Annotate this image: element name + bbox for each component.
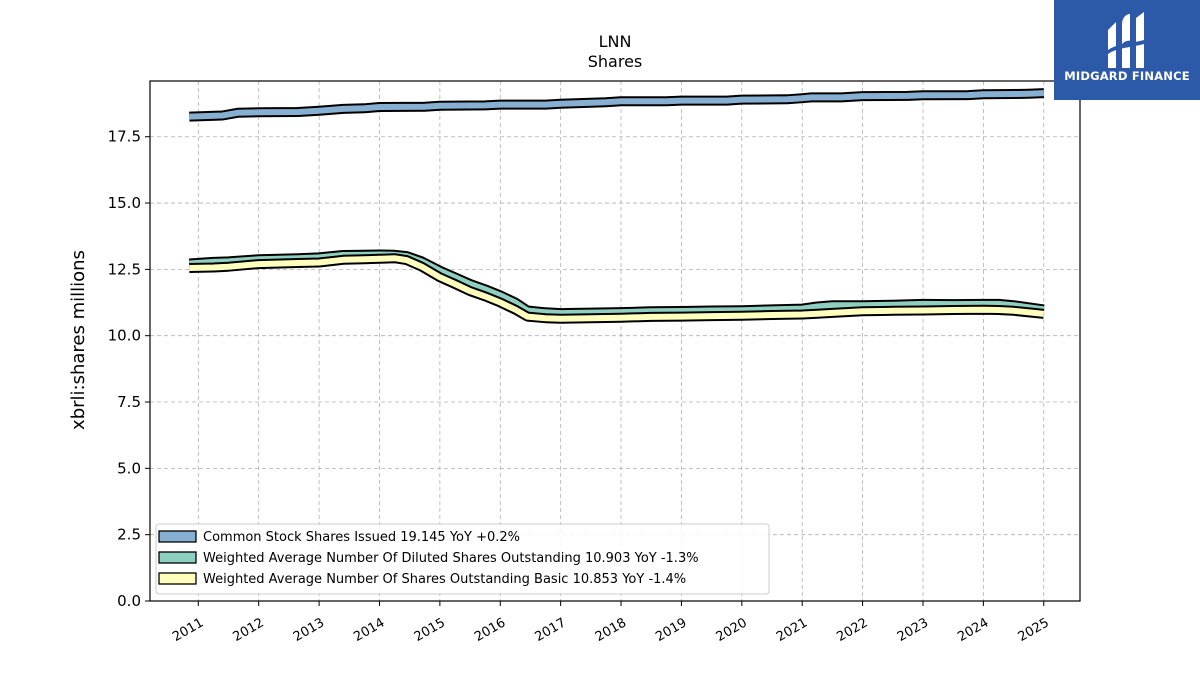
midgard-finance-logo: MIDGARD FINANCE: [1054, 0, 1200, 100]
series-line-0: [189, 90, 1044, 120]
x-tick-label: 2011: [170, 615, 206, 645]
x-tick-label: 2019: [653, 615, 689, 645]
series-layer: [188, 88, 1045, 324]
x-tick-label: 2015: [412, 615, 448, 645]
legend: Common Stock Shares Issued 19.145 YoY +0…: [155, 523, 770, 595]
y-tick-label: 0.0: [117, 592, 141, 610]
x-tick-label: 2025: [1016, 615, 1052, 645]
x-tick-label: 2018: [593, 615, 629, 645]
y-tick-label: 7.5: [117, 393, 141, 411]
y-axis-label: xbrli:shares millions: [68, 250, 89, 430]
legend-swatch-basic: [158, 572, 197, 585]
y-tick-label: 5.0: [117, 459, 141, 477]
x-tick-label: 2014: [351, 615, 387, 645]
x-tick-label: 2013: [291, 615, 327, 645]
plot-area: [150, 81, 1080, 601]
y-tick-label: 2.5: [117, 526, 141, 544]
series-line-2: [189, 255, 1045, 322]
legend-label-basic: Weighted Average Number Of Shares Outsta…: [203, 572, 686, 587]
legend-box: [155, 523, 770, 595]
y-tick-label: 17.5: [108, 128, 141, 146]
y-tick-label: 15.0: [108, 194, 141, 212]
legend-label-common-stock: Common Stock Shares Issued 19.145 YoY +0…: [203, 530, 520, 545]
x-axis-ticks: 2011 2012 2013 2014 2015 2016 2017 2018 2019 2020…: [170, 601, 1052, 645]
chart-subtitle: Shares: [588, 52, 643, 71]
plot-frame: [149, 80, 1081, 602]
logo-mark-icon: [1108, 12, 1144, 68]
logo-text: MIDGARD FINANCE: [1064, 69, 1190, 83]
x-tick-label: 2016: [472, 615, 508, 645]
x-tick-label: 2023: [895, 615, 931, 645]
x-tick-label: 2022: [834, 615, 870, 645]
x-tick-label: 2024: [955, 615, 991, 645]
y-axis-ticks: 0.0 2.5 5.0 7.5 10.0 12.5 15.0 17.5: [108, 128, 150, 610]
legend-swatch-common-stock: [158, 530, 197, 543]
chart-title: LNN: [599, 32, 632, 51]
x-tick-label: 2012: [231, 615, 267, 645]
x-tick-label: 2021: [774, 615, 810, 645]
x-tick-label: 2017: [532, 615, 568, 645]
legend-swatch-diluted: [158, 551, 197, 564]
y-tick-label: 10.0: [108, 327, 141, 345]
y-tick-label: 12.5: [108, 260, 141, 278]
x-tick-label: 2020: [714, 615, 750, 645]
legend-label-diluted: Weighted Average Number Of Diluted Share…: [203, 551, 699, 566]
grid: [150, 81, 1080, 602]
